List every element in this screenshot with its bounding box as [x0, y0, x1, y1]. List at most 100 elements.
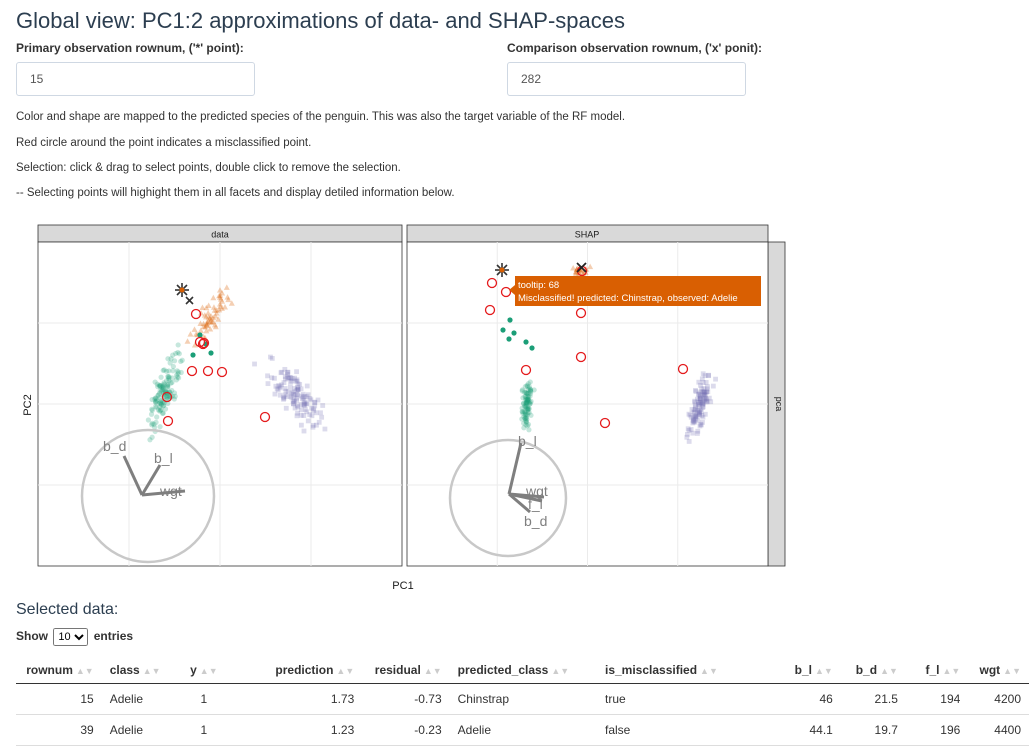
point-gentoo: [322, 426, 328, 432]
cell-wgt: 4200: [968, 683, 1029, 715]
point-chinstrap: [197, 327, 204, 333]
point-gentoo: [278, 370, 284, 376]
point-adelie: [157, 400, 163, 406]
point-gentoo: [287, 384, 293, 390]
point-gentoo: [698, 400, 704, 406]
point-adelie: [525, 395, 531, 402]
point-chinstrap: [228, 300, 235, 306]
point-gentoo: [689, 407, 695, 412]
point-gentoo: [305, 392, 311, 398]
col-header-wgt[interactable]: wgt ▲▼: [968, 657, 1029, 684]
point-adelie: [526, 427, 532, 433]
selected-data-title: Selected data:: [16, 601, 119, 618]
point-gentoo: [294, 369, 299, 375]
point-gentoo: [697, 396, 703, 402]
col-header-b_d[interactable]: b_d ▲▼: [840, 657, 906, 684]
cell-wgt: 4400: [968, 714, 1029, 746]
table-row[interactable]: 39 Adelie 1 1.23 -0.23 Adelie false 44.1…: [16, 714, 1029, 746]
axes-arrows-shap: [507, 442, 545, 514]
point-adelie: [519, 388, 525, 394]
col-header-rownum[interactable]: rownum ▲▼: [16, 657, 102, 684]
point-gentoo: [275, 387, 281, 393]
point-chinstrap: [198, 310, 205, 316]
col-header-f_l[interactable]: f_l ▲▼: [905, 657, 969, 684]
point-adelie: [149, 406, 155, 412]
point-adelie: [173, 372, 180, 378]
point-adelie: [164, 382, 171, 389]
axis-arrow-f_l: [508, 492, 543, 503]
point-adelie: [524, 399, 530, 405]
entries-select[interactable]: 10: [53, 628, 89, 646]
point-adelie: [161, 381, 167, 387]
point-gentoo: [298, 402, 304, 407]
point-gentoo: [692, 398, 698, 404]
point-chinstrap: [573, 270, 580, 277]
point-gentoo: [288, 393, 294, 399]
point-adelie: [160, 384, 166, 391]
point-chinstrap: [210, 304, 217, 310]
point-chinstrap: [205, 302, 212, 309]
point-gentoo: [292, 392, 298, 398]
point-gentoo: [698, 421, 704, 427]
pca-scatter-plot[interactable]: data SHAP pca b_d b_l wgt b_l wgt f_l b_…: [0, 205, 1029, 595]
point-adelie: [163, 378, 170, 384]
point-gentoo: [294, 403, 300, 409]
point-gentoo: [281, 396, 286, 402]
point-gentoo: [696, 391, 702, 397]
point-adelie: [166, 389, 173, 395]
col-header-residual[interactable]: residual ▲▼: [362, 657, 450, 684]
tooltip-line-2: Misclassified! predicted: Chinstrap, obs…: [518, 293, 738, 304]
point-adelie: [176, 351, 182, 357]
point-gentoo: [686, 427, 692, 433]
point-adelie: [170, 368, 176, 374]
point-gentoo: [312, 400, 318, 405]
primary-input[interactable]: 15: [16, 62, 255, 96]
entries-control: Show 10 entries: [16, 628, 133, 646]
point-adelie: [157, 383, 163, 389]
point-gentoo: [702, 373, 708, 379]
point-adelie: [154, 414, 160, 420]
axes-circle-shap: [448, 438, 568, 558]
col-header-b_l[interactable]: b_l ▲▼: [758, 657, 841, 684]
point-gentoo: [697, 404, 702, 410]
point-gentoo: [283, 376, 288, 382]
misclassified-ring: [500, 286, 512, 298]
point-gentoo: [311, 408, 317, 414]
misclassified-ring: [186, 365, 198, 377]
col-header-predicted-class[interactable]: predicted_class ▲▼: [449, 657, 597, 684]
comparison-x-marker-shap: [576, 262, 587, 273]
point-gentoo: [694, 431, 700, 436]
point-adelie: [156, 390, 163, 396]
point-adelie: [520, 409, 526, 415]
point-gentoo: [697, 393, 703, 399]
point-chinstrap: [200, 323, 207, 329]
comparison-input[interactable]: 282: [507, 62, 746, 96]
point-adelie: [526, 399, 532, 405]
misclassified-ring: [575, 351, 587, 363]
point-gentoo: [304, 409, 310, 415]
point-gentoo: [696, 399, 702, 405]
point-gentoo: [304, 394, 310, 400]
col-header-y[interactable]: y ▲▼: [176, 657, 232, 684]
table-row[interactable]: 15 Adelie 1 1.73 -0.73 Chinstrap true 46…: [16, 683, 1029, 715]
point-adelie: [160, 382, 166, 388]
col-header-prediction[interactable]: prediction ▲▼: [231, 657, 363, 684]
point-gentoo: [320, 403, 326, 408]
point-gentoo: [293, 378, 299, 384]
point-gentoo: [703, 389, 709, 395]
point-chinstrap: [575, 269, 582, 275]
point-gentoo: [302, 402, 307, 408]
point-adelie: [521, 425, 527, 431]
point-adelie: [152, 396, 158, 402]
point-gentoo: [281, 380, 287, 385]
col-header-is-misclassified[interactable]: is_misclassified ▲▼: [596, 657, 759, 684]
point-adelie: [170, 363, 176, 370]
point-adelie: [523, 401, 529, 407]
point-gentoo: [310, 424, 316, 430]
point-gentoo: [282, 366, 288, 372]
point-adelie: [164, 384, 171, 390]
col-header-class[interactable]: class ▲▼: [101, 657, 177, 684]
point-adelie: [525, 387, 531, 393]
description-line: Color and shape are mapped to the predic…: [16, 111, 626, 123]
point-gentoo: [314, 422, 319, 428]
